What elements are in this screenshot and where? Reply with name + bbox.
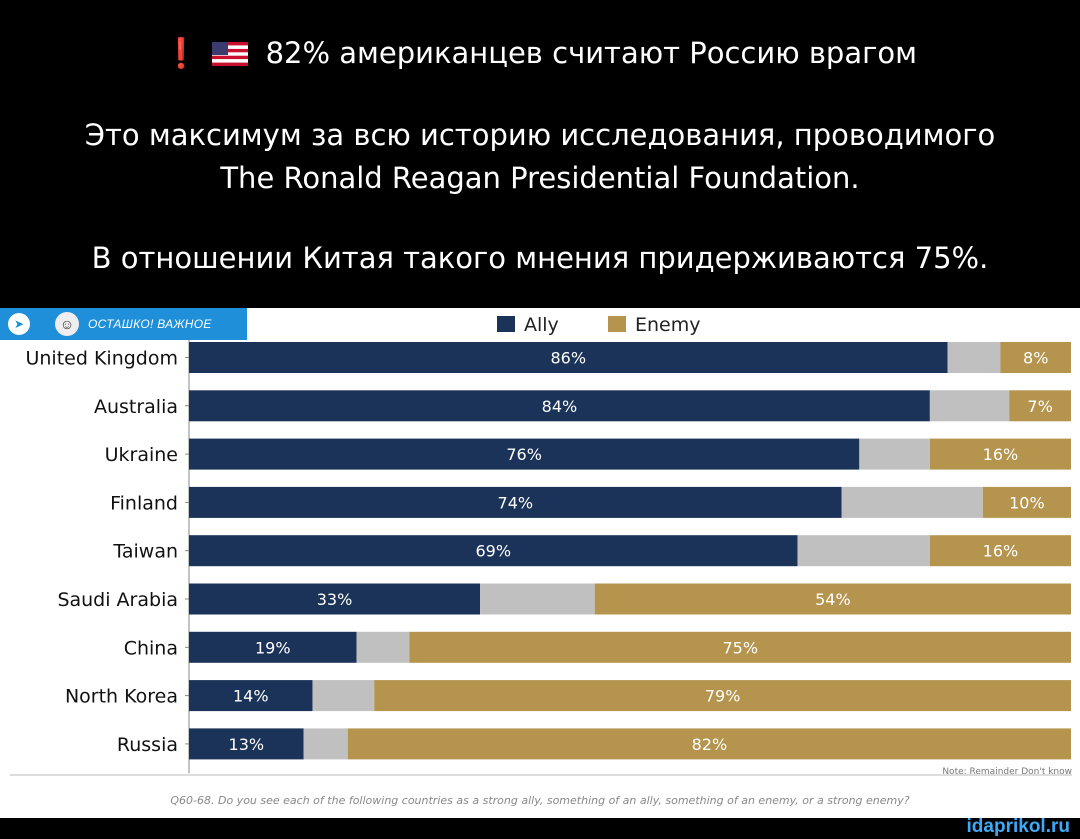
ally-bar [189,486,842,518]
enemy-bar [1000,342,1071,373]
remainder-bar [312,680,375,712]
ally-value-label: 69% [476,542,512,561]
ally-bar [189,390,930,422]
avatar: ☺ [55,312,79,336]
enemy-value-label: 7% [1027,397,1052,416]
enemy-bar [929,535,1071,567]
remainder-bar [303,728,348,760]
headline: ❗ 82% американцев считают Россию врагом [0,35,1080,71]
enemy-bar [929,438,1071,470]
ally-value-label: 14% [233,687,269,706]
remainder-bar [841,486,983,518]
category-label: Australia [94,396,178,418]
category-label: Saudi Arabia [57,589,178,611]
enemy-bar [374,680,1072,712]
remainder-bar [356,631,410,663]
ally-value-label: 33% [317,590,353,609]
category-label: Ukraine [105,444,178,466]
ally-value-label: 76% [506,445,542,464]
telegram-plane-icon: ➤ [8,313,30,335]
us-flag-icon [212,42,249,66]
remainder-bar [797,535,930,567]
watermark: idaprikol.ru [966,816,1070,837]
enemy-bar [594,583,1071,615]
remainder-bar [929,390,1010,422]
ally-bar [189,583,481,615]
ally-bar [189,438,860,470]
category-label: Finland [110,492,178,514]
exclamation-icon: ❗ [163,36,200,70]
ally-value-label: 84% [542,397,578,416]
enemy-value-label: 8% [1023,349,1048,368]
category-label: Taiwan [112,541,178,563]
footer-bar: idaprikol.ru [0,816,1080,839]
enemy-value-label: 54% [815,590,851,609]
chart-panel: Ally Enemy United Kingdom 86% 8% Australia 84%… [0,308,1080,818]
ally-value-label: 13% [229,735,265,754]
headline-text: 82% американцев считают Россию врагом [265,36,917,70]
channel-name: ОСТАШКО! ВАЖНОЕ [88,317,212,331]
legend-ally-label: Ally [524,314,559,336]
category-label: North Korea [65,686,178,708]
enemy-value-label: 79% [705,687,741,706]
ally-bar [189,342,948,373]
enemy-value-label: 82% [692,735,728,754]
enemy-value-label: 16% [983,542,1019,561]
ally-bar [189,631,357,663]
enemy-bar [982,486,1071,518]
subtitle-line-1: Это максимум за всю историю исследования… [84,118,996,152]
legend-ally-swatch [497,316,515,332]
subtitle-line-2: The Ronald Reagan Presidential Foundatio… [220,161,860,195]
enemy-bar [1009,390,1071,422]
enemy-value-label: 16% [983,445,1019,464]
remainder-bar [480,583,595,615]
remainder-bar [859,438,930,470]
enemy-bar [347,728,1071,760]
chart-note: Note: Remainder Don't know [942,767,1072,777]
stacked-bar-chart: Ally Enemy United Kingdom 86% 8% Australia 84%… [10,314,1072,807]
enemy-value-label: 75% [722,638,758,657]
channel-badge[interactable]: ➤ ☺ ОСТАШКО! ВАЖНОЕ [0,308,247,340]
enemy-bar [409,631,1071,663]
legend-enemy-swatch [608,316,626,332]
category-label: Russia [117,734,178,756]
subtitle-line-3: В отношении Китая такого мнения придержи… [91,241,989,275]
ally-bar [189,680,313,712]
ally-value-label: 86% [550,349,586,368]
survey-question: Q60-68. Do you see each of the following… [170,794,909,807]
enemy-value-label: 10% [1009,493,1045,512]
legend-enemy-label: Enemy [635,314,701,336]
ally-bar [189,728,304,760]
ally-value-label: 74% [498,493,534,512]
category-label: United Kingdom [25,348,178,370]
post-header: ❗ 82% американцев считают Россию врагом … [0,0,1080,308]
category-label: China [124,637,178,659]
ally-value-label: 19% [255,638,291,657]
ally-bar [189,535,798,567]
remainder-bar [947,342,1001,373]
